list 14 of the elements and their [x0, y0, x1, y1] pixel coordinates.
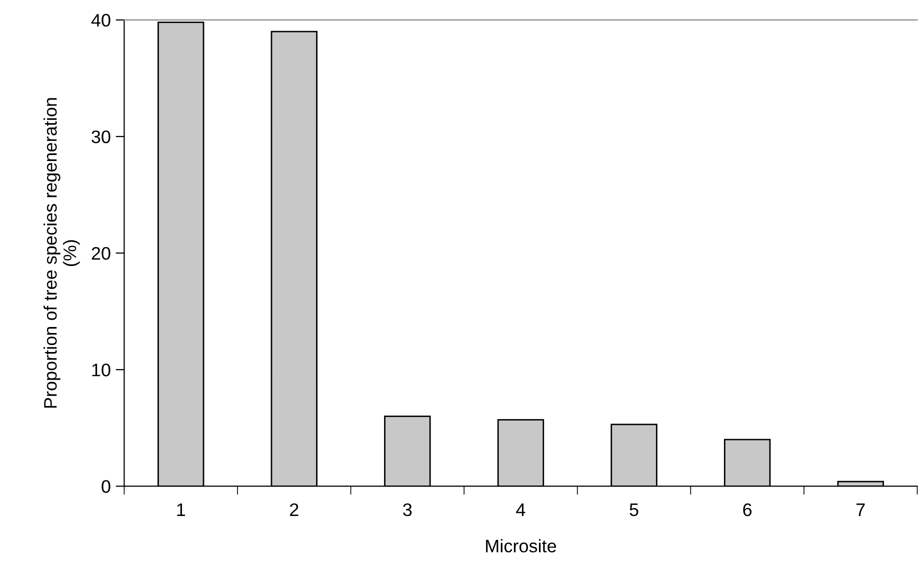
y-tick-label: 40	[91, 14, 110, 27]
x-tick-label: 6	[743, 503, 752, 516]
y-tick-label: 30	[92, 130, 110, 144]
x-tick-label: 5	[630, 504, 638, 516]
y-tick-label: 20	[92, 247, 110, 260]
y-tick-label: 0	[102, 480, 110, 493]
x-tick-label: 1	[177, 504, 185, 516]
x-tick-label: 3	[403, 503, 412, 516]
x-tick-label: 7	[856, 504, 865, 516]
y-tick-label: 10	[92, 364, 110, 376]
x-tick-label: 2	[290, 503, 298, 516]
x-tick-label: 4	[516, 504, 526, 516]
y-axis-title: Proportion of tree species regeneration (%)	[44, 98, 80, 408]
x-axis-title: Microsite	[486, 539, 556, 552]
